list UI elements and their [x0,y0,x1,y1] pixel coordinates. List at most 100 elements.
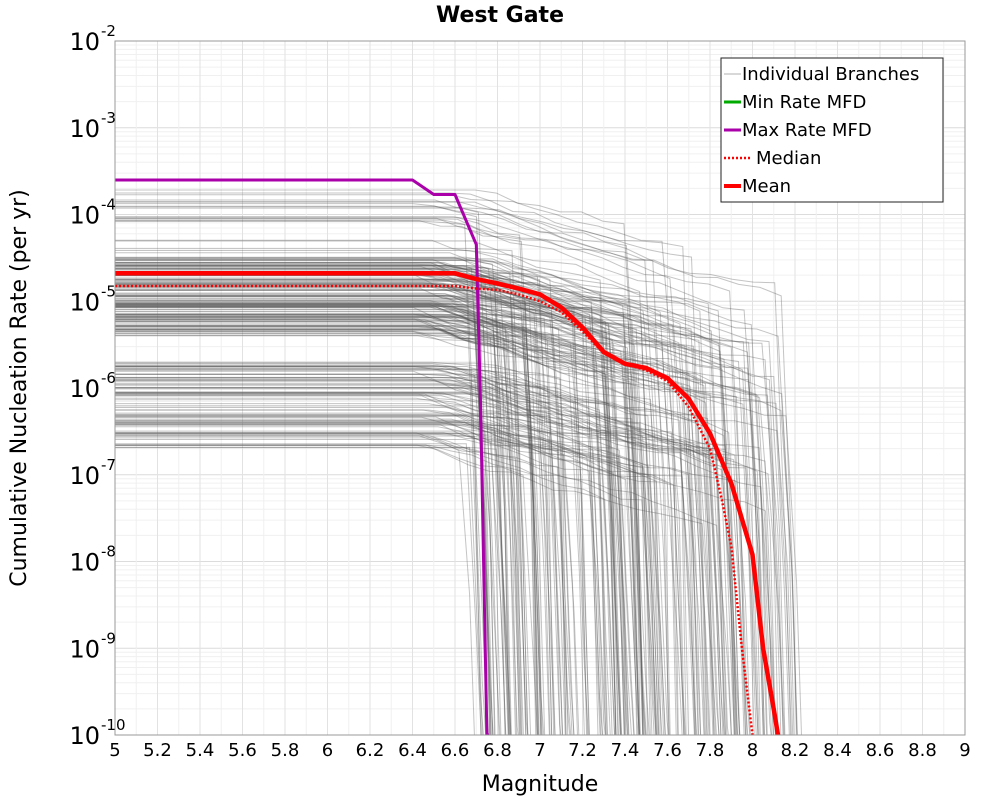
branch-line [115,279,599,735]
branch-line [115,274,542,735]
branch-line [115,220,670,735]
branch-line [115,334,619,735]
branch-line [115,313,564,735]
branch-line [115,311,638,735]
branch-line [115,306,539,735]
branch-line [115,306,765,735]
branch-line [115,260,510,735]
x-tick-label: 7.6 [653,740,682,761]
branch-line [115,376,772,735]
branch-line [115,361,724,735]
branch-line [115,258,786,735]
branch-line [115,284,626,735]
plot-frame [114,40,966,736]
branch-line [115,258,768,735]
branch-line [115,304,798,735]
branch-line [115,256,716,735]
branch-line [115,265,555,735]
y-tick-label: 10 [69,549,100,577]
branch-line [115,393,732,735]
branch-line [115,444,657,735]
branch-line [115,387,509,735]
branch-line [115,289,764,735]
branch-line [115,416,580,735]
branch-line [115,416,628,735]
branch-line [115,194,679,735]
y-axis-label: Cumulative Nucleation Rate (per yr) [7,189,32,587]
branch-line [115,430,507,735]
y-tick-label: 10 [69,115,100,143]
branch-line [115,366,604,735]
y-tick-exponent: -6 [101,369,116,387]
branch-line [115,335,646,735]
branch-line [115,320,521,735]
branch-line [115,293,759,735]
branch-line [115,287,702,735]
branch-line [115,325,532,735]
branch-line [115,305,627,735]
branch-line [115,403,635,735]
branch-line [115,318,622,735]
branch-line [115,316,588,735]
chart-title: West Gate [436,3,564,28]
legend-label: Min Rate MFD [742,92,866,113]
branch-line [115,435,732,735]
branch-line [115,313,613,735]
branch-line [115,247,529,735]
x-tick-label: 7 [534,740,545,761]
branch-line [115,277,645,735]
branch-line [115,368,666,735]
y-tick-label: 10 [69,635,100,663]
branch-line [115,303,543,735]
x-tick-label: 6 [322,740,333,761]
x-tick-label: 6.4 [398,740,427,761]
plot-area: 5 5.2 5.4 5.6 5.8 6 6.2 6.4 6.6 6.8 7 7.2 7.4 7.6 7.8 8… [69,22,970,761]
branch-line [115,271,622,735]
branch-line [115,316,510,735]
branch-line [115,304,540,735]
x-tick-labels: 5 5.2 5.4 5.6 5.8 6 6.2 6.4 6.6 6.8 7 7.2 7.4 7.6 7.8 8… [109,740,970,761]
branch-line [115,250,656,735]
branch-line [115,395,562,735]
branch-line [115,373,663,735]
branch-line [115,412,665,735]
branch-line [115,283,567,735]
branch-line [115,368,564,735]
branch-line [115,327,641,735]
branch-line [115,207,798,735]
branch-line [115,308,776,735]
branch-line [115,420,501,735]
branch-line [115,445,529,735]
branch-line [115,294,553,735]
branch-line [115,435,572,735]
branch-line [115,315,772,735]
x-tick-label: 8.2 [781,740,810,761]
branch-line [115,370,496,735]
x-tick-label: 6.6 [441,740,470,761]
x-tick-label: 6.2 [356,740,385,761]
y-tick-exponent: -8 [101,543,116,561]
branch-line [115,426,603,735]
branch-line [115,363,491,735]
branch-line [115,333,794,735]
branch-line [115,199,644,735]
branch-line [115,444,717,735]
branch-line [115,380,578,735]
branch-line [115,414,738,735]
x-axis-label: Magnitude [482,772,599,797]
branch-line [115,294,619,735]
branch-line [115,205,792,735]
legend-label: Mean [742,176,791,197]
branch-line [115,382,655,735]
branch-line [115,418,657,735]
branch-line [115,393,711,735]
x-tick-label: 5.4 [186,740,215,761]
branch-line [115,296,621,735]
x-tick-label: 5.6 [228,740,257,761]
branch-line [115,386,727,735]
branch-line [115,306,640,735]
series-max-rate-mfd [115,178,489,735]
branch-line [115,331,699,735]
branch-line [115,303,550,735]
branch-line [115,423,774,735]
